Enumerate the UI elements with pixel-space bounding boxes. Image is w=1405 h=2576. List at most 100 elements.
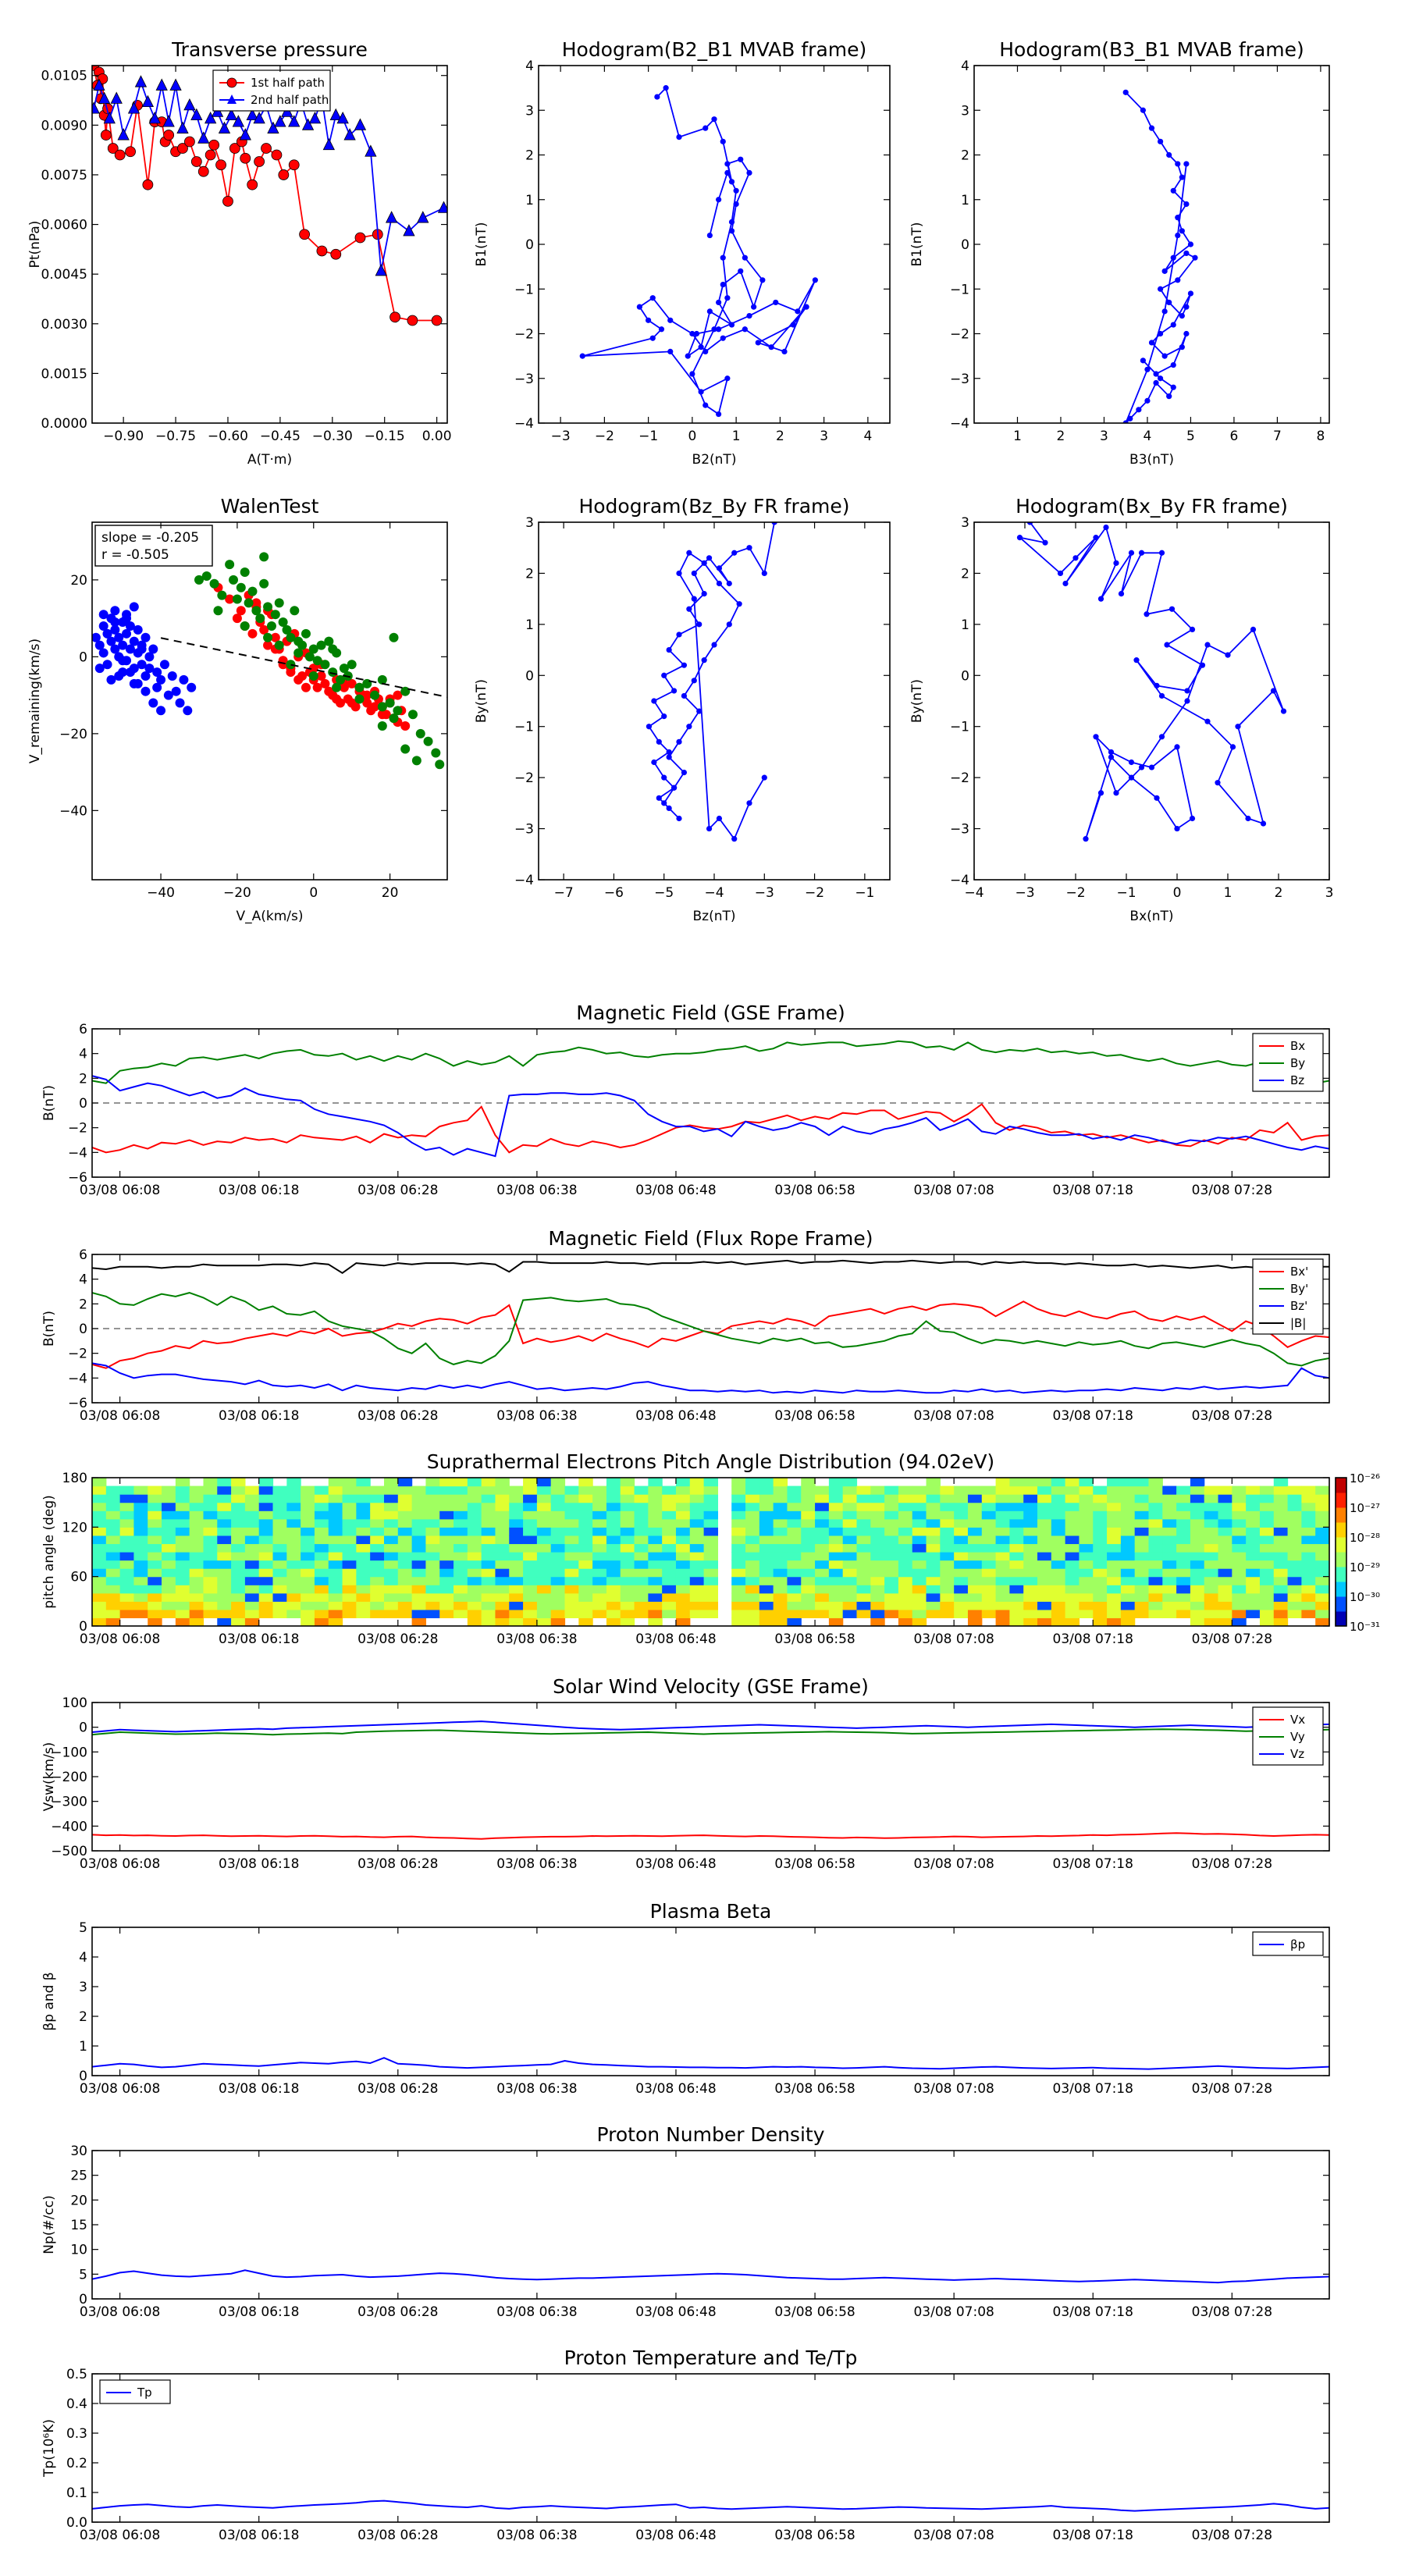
heatmap-cell <box>842 1485 858 1495</box>
heatmap-cell <box>189 1543 205 1553</box>
data-point <box>316 245 328 257</box>
y-tick-label: −6 <box>68 1396 87 1411</box>
heatmap-cell <box>1204 1485 1219 1495</box>
heatmap-cell <box>870 1576 885 1585</box>
x-tick-label: 03/08 06:38 <box>496 1408 577 1424</box>
data-point <box>148 644 158 654</box>
heatmap-cell <box>981 1535 997 1545</box>
heatmap-cell <box>912 1502 927 1511</box>
heatmap-cell <box>550 1502 566 1511</box>
heatmap-cell <box>1107 1617 1122 1626</box>
heatmap-cell <box>467 1560 482 1569</box>
heatmap-cell <box>1162 1527 1177 1536</box>
heatmap-cell <box>1315 1592 1329 1602</box>
heatmap-cell <box>105 1527 121 1536</box>
heatmap-cell <box>898 1568 913 1578</box>
heatmap-cell <box>467 1527 482 1536</box>
heatmap-cell <box>133 1592 148 1602</box>
heatmap-cell <box>842 1576 858 1585</box>
series-line <box>648 522 775 841</box>
heatmap-cell <box>397 1601 413 1610</box>
heatmap-cell <box>940 1568 955 1578</box>
heatmap-cell <box>940 1510 955 1520</box>
heatmap-cell <box>801 1527 816 1536</box>
data-point <box>1225 652 1231 658</box>
heatmap-cell <box>203 1543 218 1553</box>
heatmap-cell <box>1162 1568 1177 1578</box>
heatmap-cell <box>286 1552 301 1561</box>
heatmap-cell <box>536 1543 552 1553</box>
heatmap-cell <box>1148 1510 1163 1520</box>
heatmap-cell <box>967 1585 983 1594</box>
heatmap-cell <box>175 1568 190 1578</box>
data-point <box>339 664 349 674</box>
heatmap-cell <box>828 1609 844 1619</box>
heatmap-cell <box>272 1502 287 1511</box>
series-line <box>92 1075 1329 1158</box>
data-point <box>716 565 723 571</box>
heatmap-cell <box>481 1485 496 1495</box>
heatmap-cell <box>328 1609 343 1619</box>
heatmap-cell <box>342 1601 357 1610</box>
y-tick-label: 6 <box>79 1022 87 1037</box>
heatmap-cell <box>481 1502 496 1511</box>
heatmap-cell <box>244 1543 260 1553</box>
heatmap-cell <box>1051 1585 1066 1594</box>
heatmap-cell <box>162 1494 176 1503</box>
heatmap-cell <box>1051 1478 1066 1487</box>
data-point <box>336 111 349 124</box>
heatmap-cell <box>314 1560 329 1569</box>
heatmap-cell <box>244 1568 260 1578</box>
heatmap-cell <box>1148 1527 1163 1536</box>
data-point <box>1179 228 1185 234</box>
data-point <box>790 322 796 328</box>
heatmap-cell <box>564 1535 579 1545</box>
heatmap-cell <box>828 1585 844 1594</box>
data-point <box>702 125 709 131</box>
heatmap-cell <box>411 1560 427 1569</box>
data-point <box>711 642 717 648</box>
heatmap-cell <box>648 1592 663 1602</box>
heatmap-cell <box>1120 1535 1136 1545</box>
heatmap-cell <box>592 1494 607 1503</box>
heatmap-cell <box>1120 1592 1136 1602</box>
heatmap-cell <box>884 1609 899 1619</box>
heatmap-cell <box>926 1527 941 1536</box>
heatmap-cell <box>662 1527 677 1536</box>
legend-label: Vz <box>1290 1747 1304 1761</box>
heatmap-cell <box>787 1592 802 1602</box>
heatmap-cell <box>383 1601 399 1610</box>
x-tick-label: 03/08 06:28 <box>357 2081 438 2097</box>
heatmap-cell <box>425 1543 440 1553</box>
heatmap-cell <box>1176 1568 1191 1578</box>
heatmap-cell <box>105 1510 121 1520</box>
y-tick-label: 0.0030 <box>41 317 87 333</box>
heatmap-cell <box>815 1518 830 1528</box>
data-point <box>720 138 726 144</box>
heatmap-cell <box>675 1560 691 1569</box>
heatmap-cell <box>1287 1535 1302 1545</box>
chart-hodogram-bz-by: −7 −6 −5 −4 −3 −2 −1−4−3−2−10123Hodogram(Bz_By… <box>474 495 891 924</box>
x-tick-label: 03/08 06:48 <box>635 2081 716 2097</box>
heatmap-cell <box>759 1494 774 1503</box>
heatmap-cell <box>481 1478 496 1487</box>
heatmap-cell <box>578 1617 593 1626</box>
heatmap-cell <box>703 1609 719 1619</box>
heatmap-cell <box>1162 1560 1177 1569</box>
heatmap-cell <box>578 1560 593 1569</box>
heatmap-cell <box>162 1543 176 1553</box>
heatmap-cell <box>523 1510 538 1520</box>
heatmap-cell <box>828 1552 844 1561</box>
data-point <box>197 165 209 177</box>
data-point <box>247 179 258 190</box>
heatmap-cell <box>92 1576 107 1585</box>
heatmap-cell <box>912 1527 927 1536</box>
heatmap-cell <box>162 1518 176 1528</box>
heatmap-cell <box>356 1609 371 1619</box>
heatmap-cell <box>1204 1585 1219 1594</box>
heatmap-cell <box>1065 1494 1080 1503</box>
heatmap-cell <box>175 1585 190 1594</box>
heatmap-cell <box>773 1518 788 1528</box>
heatmap-cell <box>954 1568 969 1578</box>
